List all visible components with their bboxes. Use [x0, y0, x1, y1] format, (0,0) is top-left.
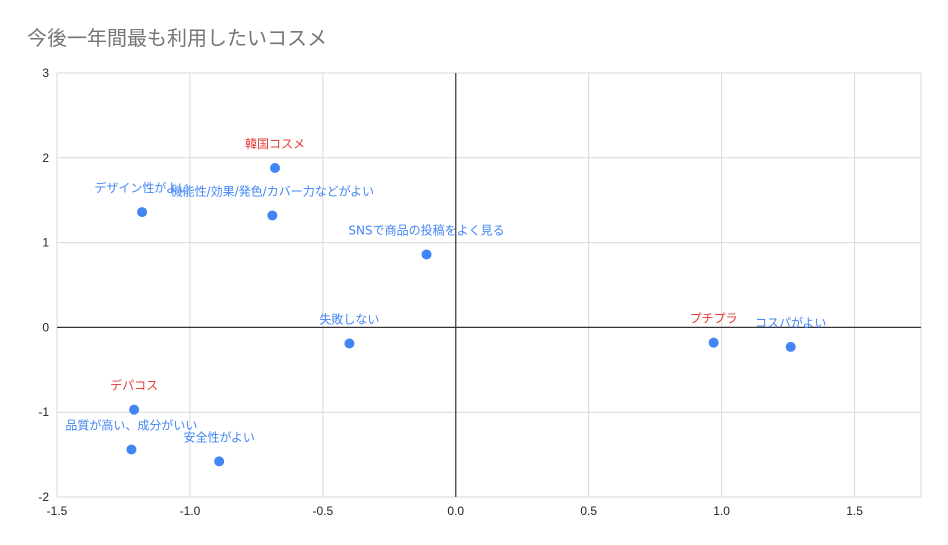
x-tick-label: 0.0	[447, 504, 464, 518]
data-point	[421, 249, 432, 260]
data-point	[126, 444, 137, 455]
y-tick-label: -2	[38, 490, 49, 504]
y-tick-label: 2	[42, 151, 49, 165]
zero-axes	[57, 73, 921, 497]
point-label: 失敗しない	[319, 312, 379, 327]
y-tick-label: -1	[38, 405, 49, 419]
y-tick-label: 3	[42, 66, 49, 80]
point-label: 安全性がよい	[183, 429, 254, 444]
data-point	[267, 210, 278, 221]
data-point	[785, 341, 796, 352]
data-point	[344, 338, 355, 349]
x-tick-label: 1.5	[846, 504, 863, 518]
data-points	[126, 162, 796, 467]
data-point	[708, 337, 719, 348]
chart-title: 今後一年間最も利用したいコスメ	[27, 26, 327, 50]
point-label: 機能性/効果/発色/カバー力などがよい	[171, 183, 375, 198]
x-tick-label: 0.5	[580, 504, 597, 518]
data-point	[269, 162, 280, 173]
y-tick-label: 1	[42, 236, 49, 250]
point-label: デパコス	[110, 378, 158, 393]
x-tick-label: -1.5	[47, 504, 68, 518]
point-label: コスパがよい	[755, 315, 826, 330]
tick-labels: -1.5 -1.0 -0.5 0.0 0.5 1.0 1.5 -2 -1 0 1 2 3	[38, 66, 863, 518]
data-point	[129, 404, 140, 415]
grid-lines	[56, 72, 922, 498]
x-tick-label: -1.0	[180, 504, 201, 518]
point-label: プチプラ	[690, 312, 738, 326]
point-label: デザイン性がよい	[94, 180, 189, 195]
data-point	[137, 207, 148, 218]
point-label: 韓国コスメ	[245, 137, 305, 151]
point-label: SNSで商品の投稿をよく見る	[348, 222, 504, 237]
x-tick-label: 1.0	[713, 504, 730, 518]
point-label: 品質が高い、成分がいい	[65, 418, 197, 433]
y-tick-label: 0	[42, 320, 49, 334]
x-tick-label: -0.5	[313, 504, 334, 518]
data-point	[214, 456, 225, 467]
